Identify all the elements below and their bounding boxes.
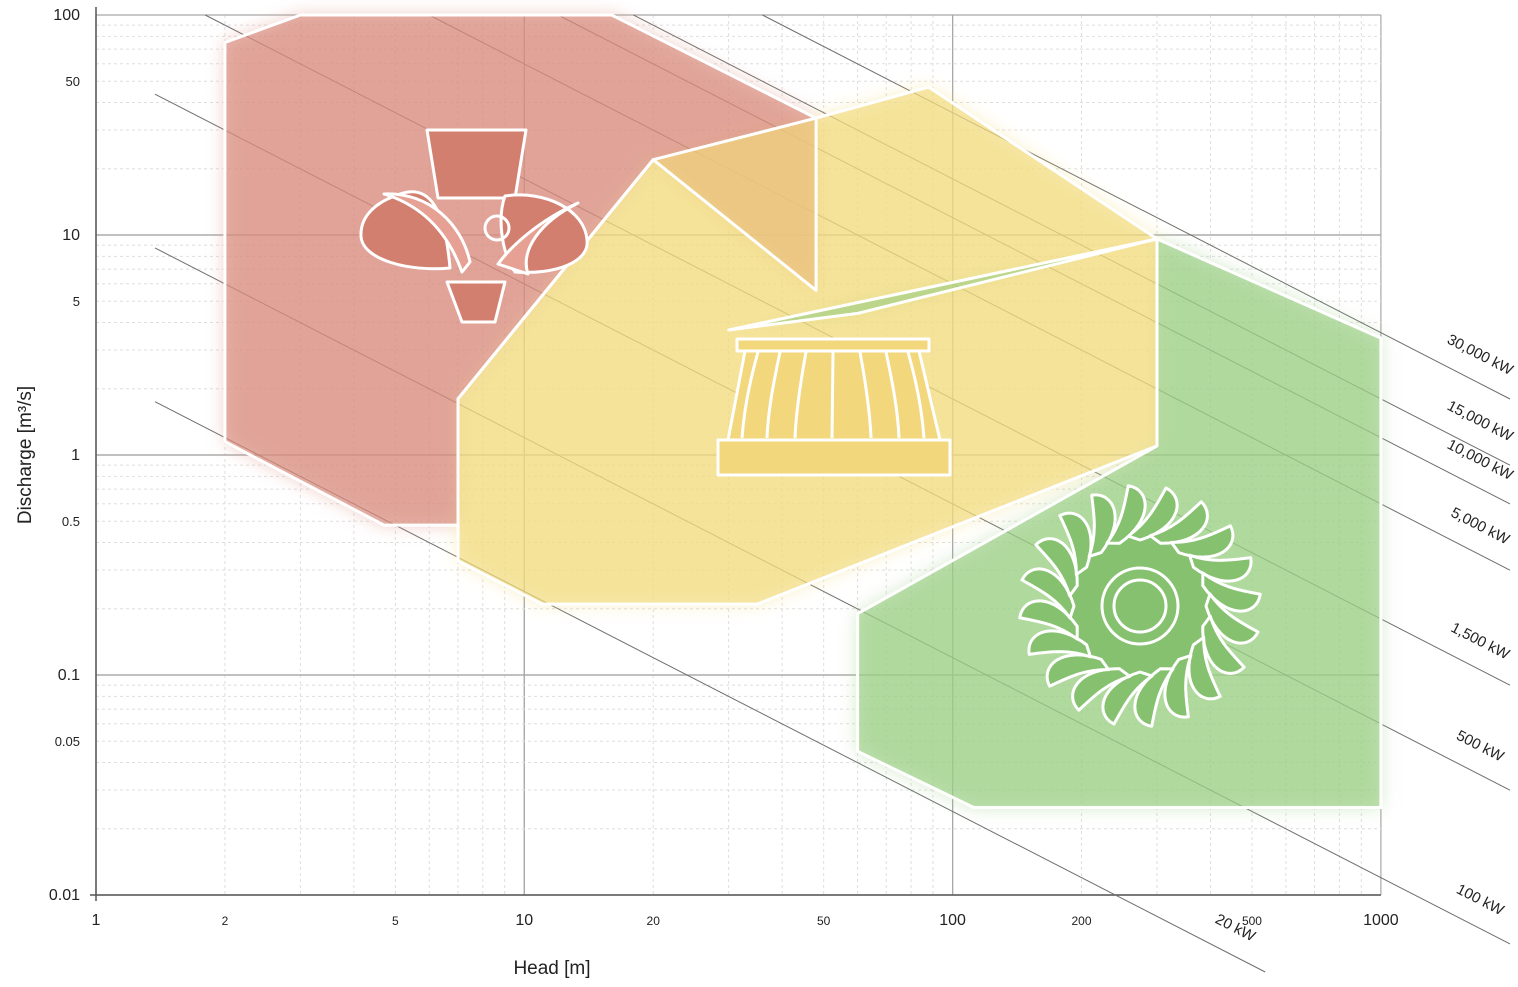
pelton-bucket	[1105, 484, 1147, 545]
x-tick-label: 1	[92, 912, 101, 929]
pelton-bucket	[1169, 524, 1235, 559]
x-tick-label: 500	[1242, 914, 1262, 928]
pelton-bucket	[1101, 670, 1154, 726]
pelton-hub-center	[1112, 578, 1168, 634]
pelton-bucket	[1204, 592, 1260, 645]
pelton-bucket	[1133, 667, 1175, 728]
pelton-bucket	[1126, 486, 1179, 542]
pelton-turbine-icon	[1018, 484, 1262, 728]
pelton-bucket	[1087, 493, 1117, 558]
pelton-bucket	[1018, 599, 1079, 641]
power-line	[762, 14, 1511, 400]
x-tick-label: 1000	[1363, 912, 1399, 929]
power-line-label: 5,000 kW	[1448, 504, 1513, 548]
pelton-bucket	[1187, 635, 1222, 701]
x-tick-labels: 1 2 5 10 20 50 100 200 500 1000	[92, 912, 1399, 929]
x-tick-label: 5	[392, 914, 399, 928]
y-tick-label: 0.05	[55, 734, 80, 749]
y-tick-label: 0.5	[62, 514, 80, 529]
pelton-bucket	[1201, 614, 1246, 675]
pelton-bucket	[1045, 653, 1111, 688]
y-tick-label: 0.01	[49, 887, 80, 904]
x-tick-label: 200	[1072, 914, 1092, 928]
pelton-bucket	[1020, 567, 1076, 620]
y-tick-label: 0.1	[58, 667, 80, 684]
pelton-bucket	[1071, 667, 1132, 712]
region-outlines	[223, 13, 1383, 809]
x-tick-label: 2	[222, 914, 229, 928]
turbine-region-outline	[727, 237, 1383, 809]
y-tick-labels: 100 50 10 5 1 0.5 0.1 0.05 0.01	[49, 7, 80, 904]
y-tick-label: 5	[73, 294, 80, 309]
pelton-bucket	[1034, 537, 1079, 598]
power-line-label: 30,000 kW	[1444, 331, 1516, 379]
y-tick-label: 1	[71, 447, 80, 464]
kaplan-turbine-icon	[359, 128, 589, 324]
power-line-label: 100 kW	[1454, 881, 1508, 920]
power-line-label: 1,500 kW	[1448, 619, 1513, 663]
x-tick-label: 100	[939, 912, 966, 929]
pelton-bucket	[1201, 571, 1262, 613]
y-tick-label: 10	[62, 227, 80, 244]
power-line-label: 500 kW	[1454, 727, 1508, 766]
pelton-bucket	[1058, 511, 1093, 577]
x-axis-title: Head [m]	[513, 958, 590, 979]
x-tick-label: 10	[515, 912, 533, 929]
pelton-bucket	[1163, 654, 1193, 719]
pelton-bucket	[1148, 500, 1209, 545]
y-axis-title: Discharge [m³/s]	[15, 386, 36, 524]
francis-turbine-icon	[716, 337, 952, 477]
y-tick-label: 50	[66, 74, 80, 89]
x-tick-label: 50	[817, 914, 831, 928]
y-tick-label: 100	[53, 7, 80, 24]
x-tick-label: 20	[647, 914, 661, 928]
pelton-bucket	[1188, 553, 1253, 583]
pelton-bucket	[1027, 629, 1092, 659]
